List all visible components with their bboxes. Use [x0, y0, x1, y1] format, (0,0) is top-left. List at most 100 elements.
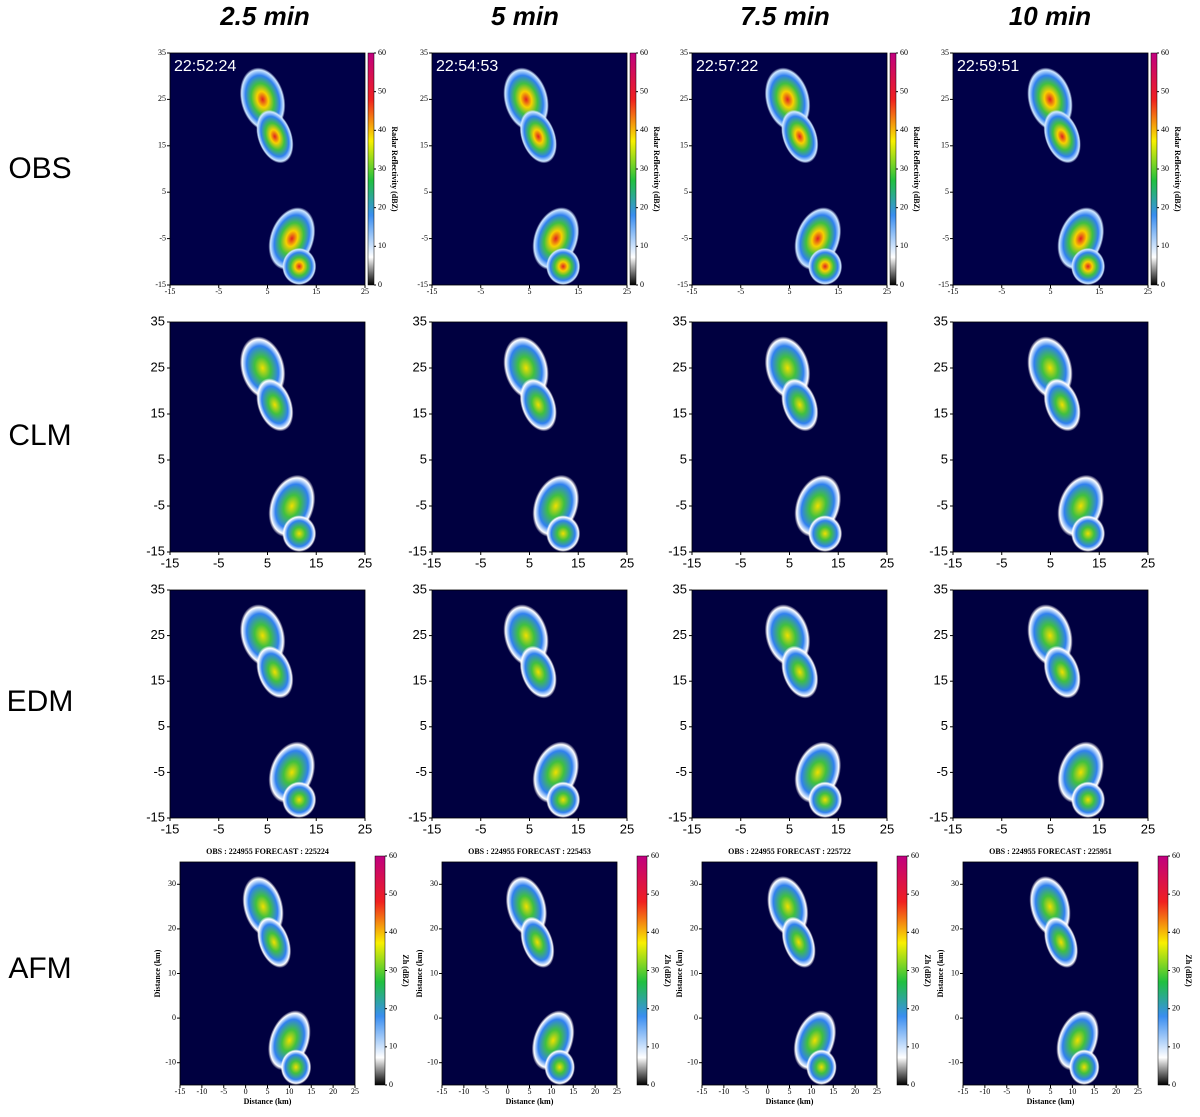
- y-tick-label: 25: [413, 627, 427, 642]
- y-tick-label: 20: [430, 924, 438, 933]
- y-tick-label: 30: [430, 879, 438, 888]
- x-axis-label: Distance (km): [244, 1097, 292, 1106]
- y-tick-label: 5: [424, 187, 428, 196]
- x-tick-label: 5: [264, 821, 271, 836]
- colorbar-tick-label: 40: [911, 927, 919, 936]
- x-tick-label: 5: [526, 821, 533, 836]
- x-tick-label: 20: [591, 1087, 599, 1096]
- storm-echo: [546, 781, 581, 818]
- colorbar-label: Radar Reflectivity (dBZ): [390, 126, 399, 212]
- y-tick-label: -5: [942, 233, 949, 242]
- storm-echo: [1070, 781, 1106, 818]
- y-tick-label: -10: [427, 1058, 438, 1067]
- x-tick-label: 25: [880, 821, 894, 836]
- y-axis-label: Distance (km): [153, 949, 162, 997]
- x-axis-label: Distance (km): [506, 1097, 554, 1106]
- x-tick-label: 5: [528, 1087, 532, 1096]
- colorbar-tick-label: 30: [389, 965, 397, 974]
- y-tick-label: 5: [158, 718, 165, 733]
- y-axis-label: Distance (km): [675, 949, 684, 997]
- y-tick-label: 25: [673, 627, 687, 642]
- y-tick-label: 25: [420, 94, 428, 103]
- y-tick-label: 5: [158, 451, 165, 466]
- colorbar-tick-label: 40: [900, 125, 908, 134]
- row-label: AFM: [8, 952, 71, 985]
- colorbar-tick-label: 40: [1161, 125, 1169, 134]
- x-tick-label: 25: [880, 555, 894, 570]
- colorbar-tick-label: 20: [651, 1003, 659, 1012]
- x-tick-label: 15: [1092, 821, 1106, 836]
- x-tick-label: 15: [571, 555, 585, 570]
- y-tick-label: -15: [677, 280, 688, 289]
- y-tick-label: -15: [155, 280, 166, 289]
- x-axis-label: Distance (km): [1027, 1097, 1075, 1106]
- storm-echo: [256, 378, 294, 432]
- y-tick-label: 10: [430, 968, 438, 977]
- colorbar-tick-label: 20: [900, 202, 908, 211]
- colorbar-tick-label: 50: [911, 889, 919, 898]
- x-tick-label: -5: [215, 287, 222, 296]
- colorbar-tick-label: 40: [640, 125, 648, 134]
- y-tick-label: 15: [151, 405, 165, 420]
- storm-echo: [1043, 378, 1081, 432]
- y-tick-label: -5: [415, 764, 427, 779]
- storm-echo: [519, 109, 557, 164]
- y-tick-label: -5: [675, 764, 687, 779]
- y-tick-label: 25: [158, 94, 166, 103]
- colorbar-tick-label: 60: [1172, 851, 1180, 860]
- x-tick-label: 5: [1047, 555, 1054, 570]
- panel-title: OBS : 224955 FORECAST : 225224: [206, 847, 329, 856]
- y-tick-label: 25: [151, 359, 165, 374]
- colorbar-tick-label: 0: [651, 1080, 655, 1089]
- x-tick-label: -5: [475, 555, 487, 570]
- x-tick-label: 5: [786, 555, 793, 570]
- colorbar-tick-label: 20: [378, 202, 386, 211]
- colorbar: [629, 52, 637, 286]
- y-tick-label: 25: [413, 359, 427, 374]
- y-axis-label: Distance (km): [415, 949, 424, 997]
- colorbar-tick-label: 10: [900, 241, 908, 250]
- y-tick-label: 20: [168, 924, 176, 933]
- x-tick-label: -10: [980, 1087, 991, 1096]
- storm-echo: [1070, 247, 1106, 285]
- colorbar-label: Zh (dBZ): [663, 954, 672, 987]
- y-tick-label: -15: [929, 543, 948, 558]
- colorbar-tick-label: 0: [1161, 280, 1165, 289]
- x-tick-label: -15: [427, 287, 438, 296]
- x-tick-label: -15: [697, 1087, 708, 1096]
- x-tick-label: 15: [312, 287, 320, 296]
- panel-title: OBS : 224955 FORECAST : 225722: [728, 847, 851, 856]
- timestamp: 22:59:51: [957, 58, 1019, 75]
- colorbar-tick-label: 40: [1172, 927, 1180, 936]
- x-tick-label: -15: [683, 555, 702, 570]
- column-header: 10 min: [1009, 1, 1091, 31]
- x-tick-label: -15: [687, 287, 698, 296]
- colorbar-tick-label: 10: [640, 241, 648, 250]
- x-tick-label: -15: [161, 555, 180, 570]
- colorbar-tick-label: 60: [1161, 48, 1169, 57]
- x-tick-label: 15: [829, 1087, 837, 1096]
- colorbar-tick-label: 30: [900, 164, 908, 173]
- storm-echo: [781, 109, 819, 164]
- colorbar: [889, 52, 897, 286]
- colorbar-tick-label: 50: [651, 889, 659, 898]
- x-tick-label: 25: [883, 287, 891, 296]
- x-tick-label: -10: [459, 1087, 470, 1096]
- y-tick-label: 25: [941, 94, 949, 103]
- x-tick-label: -15: [437, 1087, 448, 1096]
- y-tick-label: 0: [694, 1013, 698, 1022]
- x-tick-label: -15: [958, 1087, 969, 1096]
- x-tick-label: -5: [998, 287, 1005, 296]
- x-tick-label: -5: [742, 1087, 749, 1096]
- storm-echo: [808, 247, 843, 285]
- storm-echo: [282, 247, 317, 285]
- storm-echo: [280, 1049, 312, 1086]
- colorbar: [374, 855, 386, 1086]
- x-tick-label: 15: [831, 821, 845, 836]
- storm-echo: [808, 781, 843, 818]
- x-axis-label: Distance (km): [766, 1097, 814, 1106]
- storm-echo: [781, 645, 819, 699]
- y-tick-label: 30: [168, 879, 176, 888]
- y-tick-label: 15: [941, 141, 949, 150]
